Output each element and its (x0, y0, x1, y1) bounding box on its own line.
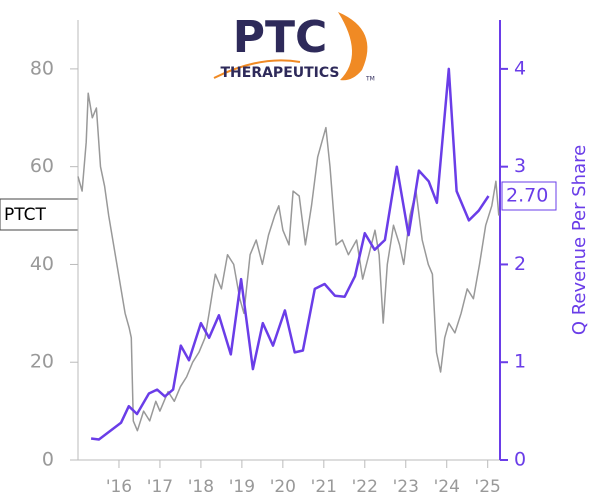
y-tick-label: 80 (30, 57, 54, 79)
y-tick-label: 0 (42, 449, 54, 471)
x-tick-label: '18 (188, 477, 214, 497)
logo-tm: TM (365, 76, 375, 83)
y2-tick-label: 4 (514, 57, 526, 79)
y2-axis-title: Q Revenue Per Share (569, 145, 590, 335)
x-tick-label: '17 (147, 477, 173, 497)
x-tick-label: '16 (106, 477, 132, 497)
logo-sub: THERAPEUTICS (220, 65, 339, 81)
x-tick-label: '24 (434, 477, 460, 497)
y-tick-label: 40 (30, 253, 54, 275)
y-tick-label: 60 (30, 155, 54, 177)
y2-tick-label: 3 (514, 155, 526, 177)
series-line (77, 92, 500, 432)
logo-swoosh (213, 59, 301, 79)
logo-name: PTC (233, 12, 328, 63)
x-tick-label: '23 (393, 477, 419, 497)
y2-tick-label: 2 (514, 253, 526, 275)
x-tick-label: '19 (229, 477, 255, 497)
series-line (90, 67, 490, 441)
last-value-label: 2.70 (506, 185, 548, 207)
last-value-box (501, 181, 557, 211)
x-tick-label: '25 (475, 477, 501, 497)
ticker-label: PTCT (4, 205, 47, 225)
ticker-box (0, 198, 79, 231)
y2-tick-label: 0 (514, 449, 526, 471)
x-tick-label: '20 (270, 477, 296, 497)
y2-tick-label: 1 (514, 351, 526, 373)
x-tick-label: '21 (311, 477, 337, 497)
x-tick-label: '22 (352, 477, 378, 497)
logo-arc (338, 12, 368, 81)
y-tick-label: 20 (30, 351, 54, 373)
